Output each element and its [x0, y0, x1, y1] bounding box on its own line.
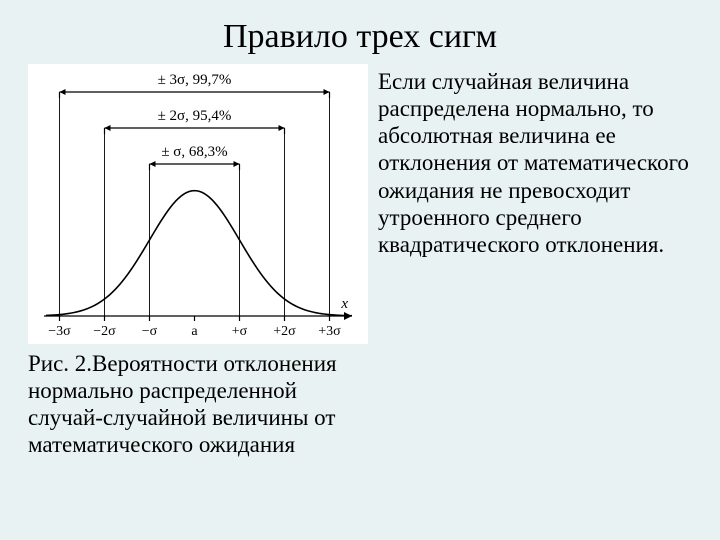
chart-svg: x −3σ −2σ −σ a +σ +2σ +3σ ± 3σ, 99,7% ± 2σ, 95,4%… [28, 64, 368, 344]
svg-text:+3σ: +3σ [318, 324, 341, 339]
svg-text:a: a [191, 324, 198, 339]
svg-text:± 3σ, 99,7%: ± 3σ, 99,7% [158, 72, 232, 88]
figure-caption: Рис. 2.Вероятности отклонения нормально … [28, 350, 368, 459]
svg-text:−σ: −σ [142, 324, 158, 339]
slide: Правило трех сигм x −3σ −2σ −σ a +σ +2σ +3σ ± 3σ… [0, 0, 720, 540]
svg-text:± 2σ, 95,4%: ± 2σ, 95,4% [158, 108, 232, 124]
svg-text:−3σ: −3σ [48, 324, 71, 339]
svg-text:+σ: +σ [232, 324, 248, 339]
right-column: Если случайная величина распределена нор… [378, 64, 692, 459]
svg-text:−2σ: −2σ [93, 324, 116, 339]
svg-text:+2σ: +2σ [273, 324, 296, 339]
body-text: Если случайная величина распределена нор… [378, 68, 692, 258]
svg-text:x: x [340, 296, 348, 312]
bell-curve-chart: x −3σ −2σ −σ a +σ +2σ +3σ ± 3σ, 99,7% ± 2σ, 95,4%… [28, 64, 368, 344]
left-column: x −3σ −2σ −σ a +σ +2σ +3σ ± 3σ, 99,7% ± 2σ, 95,4%… [28, 64, 368, 459]
content-row: x −3σ −2σ −σ a +σ +2σ +3σ ± 3σ, 99,7% ± 2σ, 95,4%… [28, 64, 692, 459]
page-title: Правило трех сигм [28, 18, 692, 56]
svg-text:± σ, 68,3%: ± σ, 68,3% [161, 144, 227, 160]
